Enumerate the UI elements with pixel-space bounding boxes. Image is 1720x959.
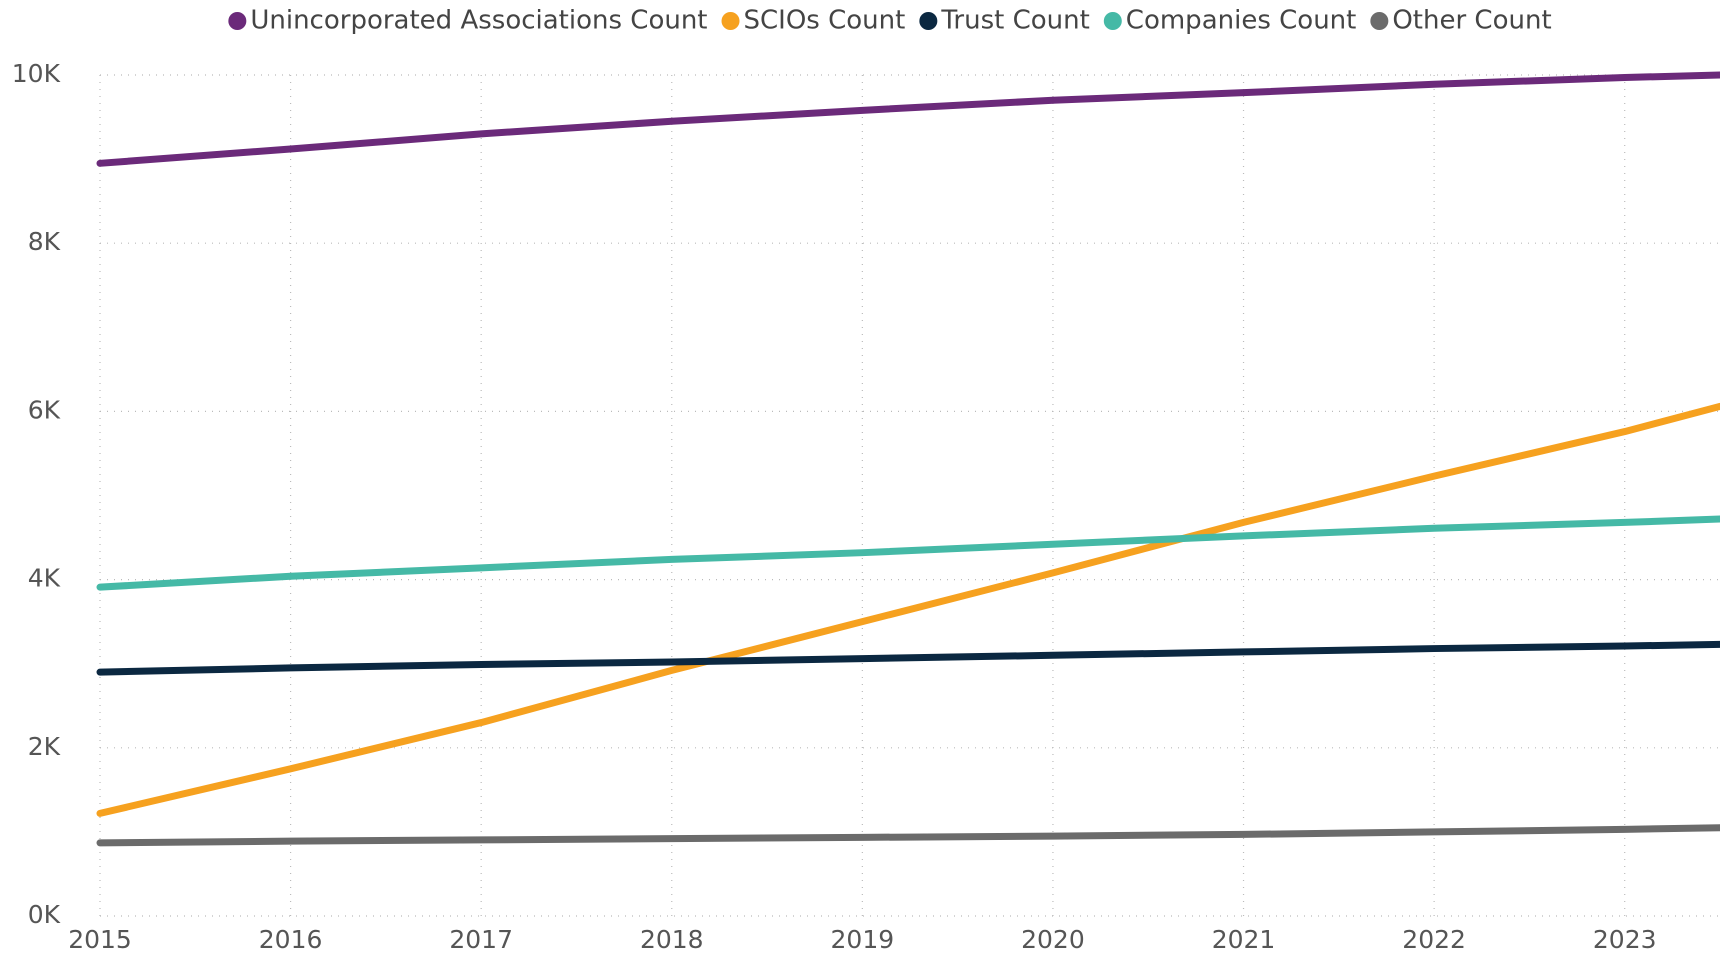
legend-marker [228, 12, 247, 30]
series-line [96, 824, 1720, 847]
series-line [96, 71, 1720, 167]
x-tick-label: 2023 [1593, 925, 1657, 954]
x-tick-label: 2017 [449, 925, 513, 954]
y-tick-label: 8K [28, 227, 61, 256]
y-tick-label: 6K [28, 395, 61, 424]
legend-marker [721, 12, 740, 30]
legend-label: Trust Count [940, 6, 1089, 36]
legend-marker [1103, 12, 1122, 30]
legend-marker [919, 12, 938, 30]
y-tick-label: 10K [12, 59, 61, 88]
x-tick-label: 2021 [1212, 925, 1276, 954]
legend-label: SCIOs Count [744, 6, 906, 36]
legend-marker [1370, 12, 1389, 30]
y-tick-label: 4K [28, 564, 61, 593]
x-tick-label: 2018 [640, 925, 704, 954]
legend-label: Companies Count [1126, 6, 1357, 36]
x-tick-label: 2015 [68, 925, 132, 954]
series-line [96, 515, 1720, 591]
x-tick-label: 2019 [831, 925, 895, 954]
y-tick-label: 2K [28, 732, 61, 761]
legend-label: Other Count [1392, 6, 1551, 36]
x-tick-label: 2016 [259, 925, 323, 954]
legend-label: Unincorporated Associations Count [250, 6, 707, 36]
series-line [96, 640, 1720, 676]
series-line [96, 402, 1720, 817]
y-tick-label: 0K [28, 900, 61, 929]
x-tick-label: 2020 [1021, 925, 1085, 954]
x-tick-label: 2022 [1402, 925, 1466, 954]
legend: Unincorporated Associations Count SCIOs C… [228, 6, 1552, 36]
